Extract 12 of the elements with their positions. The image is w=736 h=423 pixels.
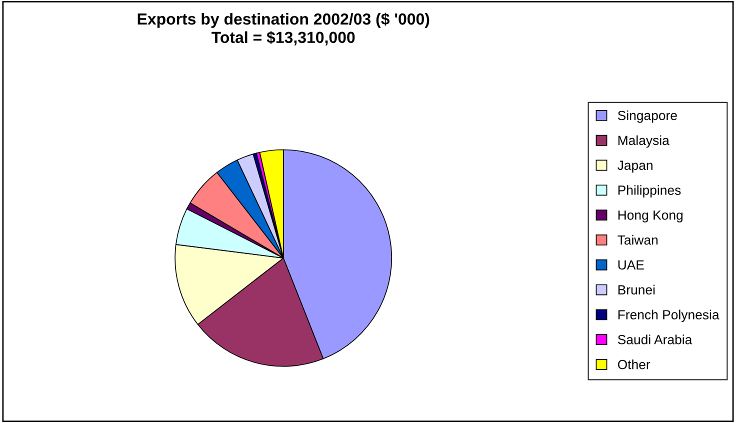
legend-label: UAE (618, 260, 644, 270)
legend-label: Japan (618, 160, 652, 173)
chart-title: Exports by destination 2002/03 ($ '000) Total = $13,310,000 (138, 12, 430, 46)
legend-label: French Polynesia (618, 310, 720, 322)
legend-label: Hong Kong (618, 210, 683, 222)
legend-label: Malaysia (618, 135, 670, 148)
legend-label: Singapore (618, 110, 677, 123)
legend-label: Philippines (618, 185, 681, 198)
legend-label: Saudi Arabia (618, 334, 692, 344)
legend-label: Other (618, 360, 650, 370)
legend-label: Taiwan (618, 234, 658, 245)
legend-label: Brunei (618, 284, 655, 294)
